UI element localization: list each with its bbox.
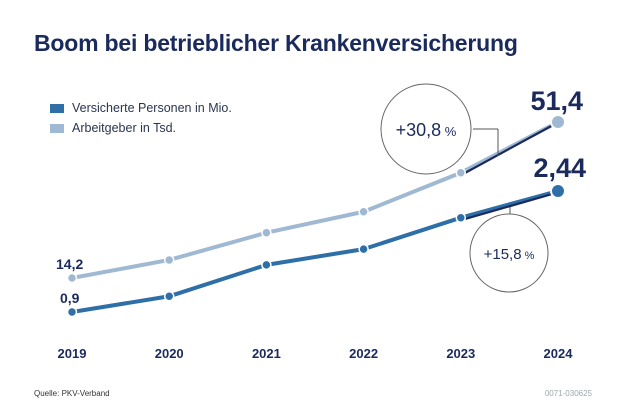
data-point-persons-2024: [550, 183, 566, 199]
start-label-persons: 0,9: [60, 290, 80, 306]
x-tick-label-2023: 2023: [446, 346, 475, 361]
x-tick-label-2019: 2019: [58, 346, 87, 361]
change-bubble-persons: [469, 213, 549, 293]
data-point-persons-2022: [358, 243, 369, 255]
data-point-persons-2023: [455, 212, 467, 223]
data-point-employers-2019: [66, 272, 78, 284]
start-label-employers: 14,2: [56, 256, 83, 272]
legend: Versicherte Personen in Mio. Arbeitgeber…: [50, 98, 232, 138]
series-line-persons: [70, 189, 560, 314]
highlight-segment-employers: [459, 123, 556, 177]
change-label-persons: +15,8 %: [484, 246, 535, 263]
data-point-persons-2020: [163, 291, 175, 302]
change-unit-employers: %: [441, 124, 457, 139]
series-line-employers: [70, 120, 560, 280]
source-note: Quelle: PKV-Verband: [34, 389, 110, 398]
data-point-employers-2022: [358, 206, 369, 217]
legend-label-employers: Arbeitgeber in Tsd.: [72, 121, 176, 135]
end-label-persons: 2,44: [533, 153, 586, 183]
highlight-segment-persons: [459, 192, 556, 222]
data-point-employers-2024: [550, 114, 566, 130]
change-value-persons: +15,8: [484, 246, 522, 263]
legend-swatch-persons: [50, 103, 64, 113]
x-tick-label-2021: 2021: [252, 346, 281, 361]
x-tick-label-2020: 2020: [155, 346, 184, 361]
data-point-employers-2023: [455, 167, 467, 178]
end-label-employers: 51,4: [530, 86, 583, 116]
data-point-employers-2021: [261, 227, 272, 238]
graphic-code: 0071-030625: [544, 389, 592, 398]
change-value-employers: +30,8: [396, 120, 442, 140]
x-tick-label-2024: 2024: [544, 346, 574, 361]
legend-item-persons: Versicherte Personen in Mio.: [50, 98, 232, 118]
data-point-employers-2020: [163, 254, 175, 266]
change-unit-persons: %: [522, 250, 535, 262]
data-point-persons-2021: [261, 259, 272, 271]
change-bubble-employers: [380, 83, 472, 175]
legend-item-employers: Arbeitgeber in Tsd.: [50, 118, 232, 138]
legend-swatch-employers: [50, 123, 64, 133]
change-label-employers: +30,8 %: [396, 120, 457, 140]
chart-title: Boom bei betrieblicher Krankenversicheru…: [34, 30, 518, 56]
x-tick-label-2022: 2022: [349, 346, 378, 361]
legend-label-persons: Versicherte Personen in Mio.: [72, 101, 232, 115]
data-point-persons-2019: [66, 306, 78, 318]
